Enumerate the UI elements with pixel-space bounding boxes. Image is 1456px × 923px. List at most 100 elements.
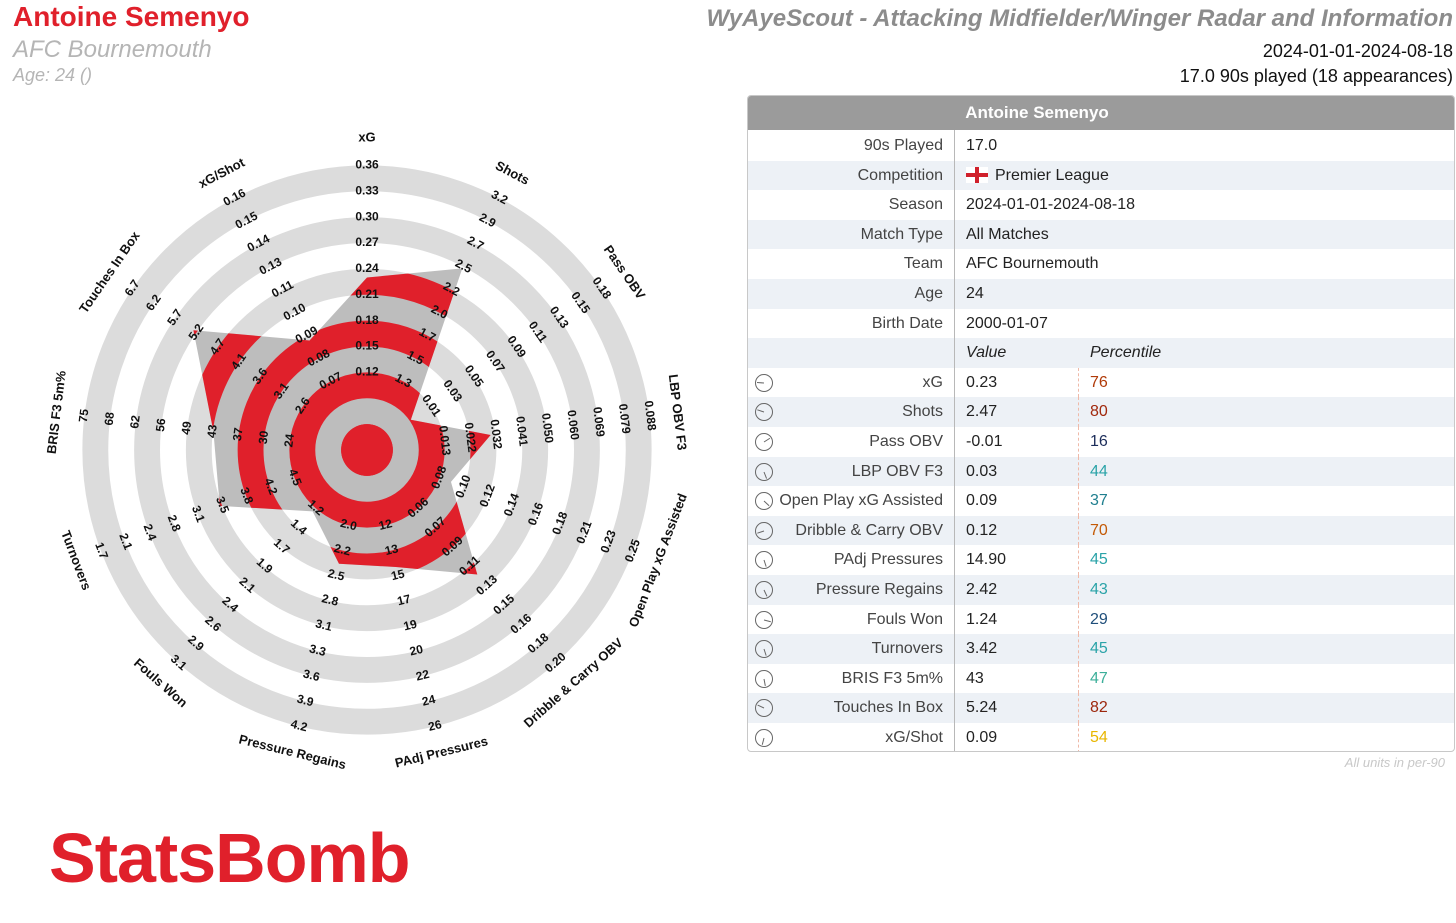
player-age: Age: 24 () (13, 65, 93, 85)
table-row: Touches In Box 5.24 82 (748, 693, 1454, 723)
column-divider (954, 130, 955, 751)
dial-ring (755, 462, 773, 481)
center-disk (341, 424, 393, 476)
table-row: Competition Premier League (748, 160, 1454, 191)
metric-percentile: 45 (1078, 545, 1108, 575)
tick-label: 0.18 (355, 313, 379, 327)
info-value: AFC Bournemouth (966, 249, 1099, 279)
tick-label: 3.8 (237, 485, 256, 506)
report-title: WyAyeScout - Attacking Midfielder/Winger… (706, 5, 1453, 32)
table-row: xG/Shot 0.09 54 (748, 723, 1454, 751)
metric-value: 43 (966, 669, 984, 687)
tick-label: 1.3 (393, 370, 415, 390)
tick-label: 0.12 (355, 365, 379, 379)
tick-label: 30 (256, 430, 272, 445)
metric-value: 0.12 (966, 521, 998, 539)
axis-label: BRIS F3 5m% (44, 369, 69, 454)
metric-percentile: 47 (1078, 663, 1108, 694)
tick-label: 17 (396, 591, 413, 608)
tick-label: 56 (153, 417, 169, 432)
tick-label: 0.079 (616, 403, 634, 435)
percentile-dial (755, 729, 773, 747)
flag-icon (966, 167, 988, 184)
table-row: Shots 2.47 80 (748, 397, 1454, 427)
table-row: BRIS F3 5m% 43 47 (748, 663, 1454, 694)
dial-hand (763, 619, 771, 622)
info-label: Season (888, 196, 943, 214)
info-value: Premier League (966, 161, 1109, 191)
tick-label: 37 (230, 427, 246, 442)
info-text: 17.0 (966, 137, 998, 154)
ring-band (82, 165, 652, 735)
tick-label: 26 (427, 717, 444, 734)
tick-label: 4.5 (286, 467, 305, 488)
dial-hand (757, 530, 765, 534)
metric-label: LBP OBV F3 (851, 462, 943, 480)
tick-label: 2.8 (320, 591, 340, 609)
dial-ring (755, 640, 773, 659)
table-row: PAdj Pressures 14.90 45 (748, 545, 1454, 575)
table-row: Value Percentile (748, 338, 1454, 368)
info-label: 90s Played (863, 137, 943, 154)
tick-label: 1.7 (92, 540, 111, 561)
tick-label: 2.5 (326, 566, 346, 584)
dial-ring (755, 492, 773, 511)
minutes-played: 17.0 90s played (18 appearances) (1179, 66, 1453, 86)
tick-label: 49 (179, 420, 195, 435)
table-row: Age 24 (748, 279, 1454, 309)
table-row: LBP OBV F3 0.03 44 (748, 456, 1454, 487)
metric-label: Turnovers (871, 640, 943, 658)
table-row: Pass OBV -0.01 16 (748, 427, 1454, 457)
team-name: AFC Bournemouth (13, 36, 212, 63)
player-name: Antoine Semenyo (13, 1, 250, 32)
metric-value: 0.03 (966, 462, 998, 480)
dial-ring (755, 373, 773, 392)
tick-label: 4.2 (289, 717, 309, 735)
info-label: Match Type (860, 225, 943, 243)
tick-label: 3.9 (295, 692, 315, 710)
tick-label: 3.2 (489, 187, 511, 207)
axis-label: Turnovers (58, 528, 94, 592)
tick-label: 1.7 (417, 325, 439, 345)
dial-ring (755, 581, 773, 599)
metric-percentile: 45 (1078, 634, 1108, 664)
tick-label: 3.1 (189, 504, 208, 525)
tick-label: 2.9 (477, 210, 499, 230)
percentile-header: Percentile (1090, 344, 1162, 362)
info-label: Age (914, 285, 943, 302)
dial-hand (763, 471, 768, 479)
tick-label: 3.1 (314, 616, 334, 634)
footnote: All units in per-90 (1344, 755, 1445, 770)
tick-label: 2.8 (165, 513, 184, 534)
info-value: All Matches (966, 220, 1049, 250)
metric-label: Open Play xG Assisted (779, 492, 943, 510)
tick-label: 22 (414, 667, 431, 684)
info-text: 2024-01-01-2024-08-18 (966, 196, 1136, 214)
flag-cross (966, 173, 988, 178)
dial-hand (763, 678, 766, 686)
axis-label: Pressure Regains (237, 731, 347, 772)
metric-label: Pass OBV (869, 433, 943, 450)
metric-label: Touches In Box (833, 699, 943, 717)
info-text: AFC Bournemouth (966, 255, 1099, 273)
dial-hand (757, 704, 765, 709)
tick-label: 0.36 (355, 158, 379, 172)
date-range: 2024-01-01-2024-08-18 (1262, 41, 1453, 61)
axis-label: xG (358, 129, 375, 144)
metric-percentile: 43 (1078, 575, 1108, 605)
tick-label: 0.041 (513, 415, 531, 447)
tick-label: 0.032 (487, 419, 505, 451)
tick-label: 2.2 (333, 541, 353, 559)
table-row: Fouls Won 1.24 29 (748, 604, 1454, 635)
tick-label: 0.022 (462, 422, 480, 454)
percentile-dial (755, 699, 773, 718)
tick-label: 68 (102, 411, 118, 426)
table-row: Dribble & Carry OBV 0.12 70 (748, 515, 1454, 546)
metric-label: xG (922, 373, 943, 391)
metric-value: 2.42 (966, 581, 998, 598)
metric-label: Pressure Regains (815, 581, 943, 598)
logo: StatsBomb (49, 819, 410, 897)
table-row: Team AFC Bournemouth (748, 249, 1454, 279)
percentile-dial (755, 433, 773, 451)
